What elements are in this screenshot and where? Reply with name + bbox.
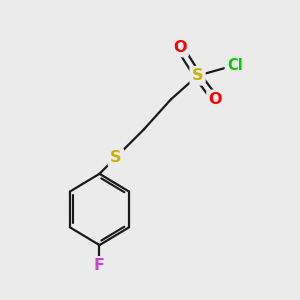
Text: Cl: Cl <box>227 58 243 73</box>
Text: O: O <box>208 92 222 107</box>
Text: S: S <box>192 68 203 83</box>
Text: F: F <box>94 258 105 273</box>
Text: O: O <box>173 40 187 55</box>
Text: S: S <box>110 150 122 165</box>
